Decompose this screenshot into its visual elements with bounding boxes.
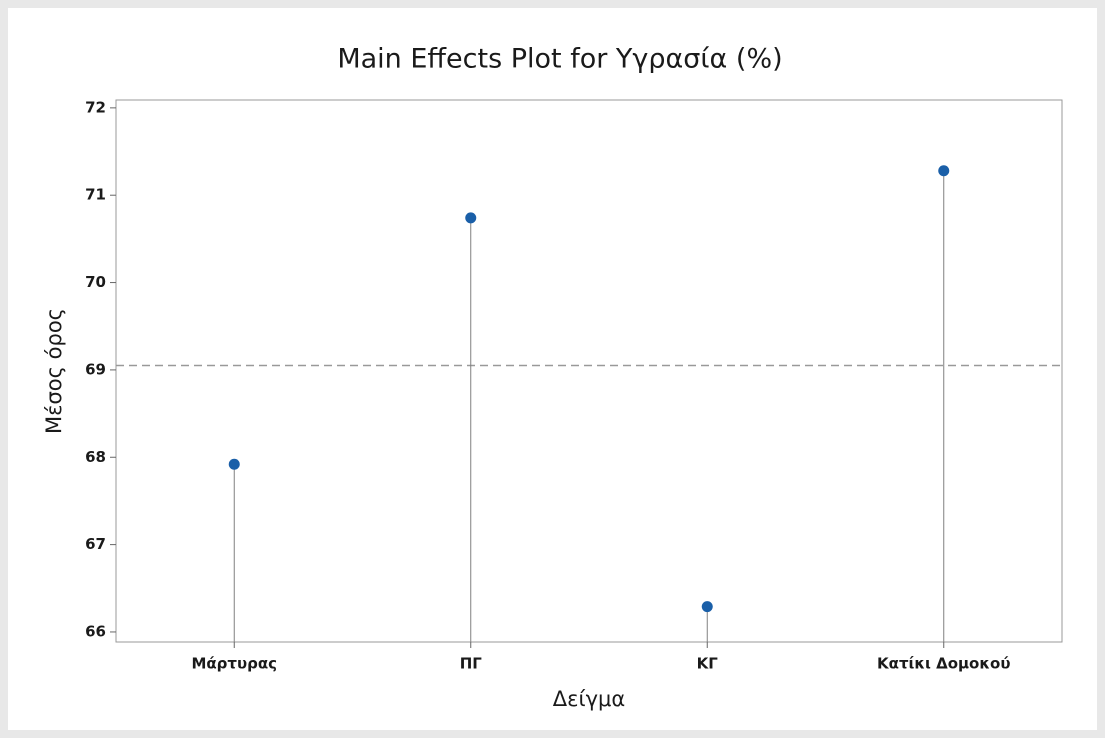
y-tick-label: 69 xyxy=(85,360,106,378)
y-tick-label: 66 xyxy=(85,622,106,640)
y-tick-label: 71 xyxy=(85,186,106,204)
y-tick-label: 68 xyxy=(85,448,106,466)
x-axis-label: Δείγμα xyxy=(553,687,625,711)
point xyxy=(465,212,477,224)
x-tick-label: Μάρτυρας xyxy=(191,655,277,673)
plot-area xyxy=(115,99,1063,643)
point xyxy=(938,165,950,177)
x-tick-label: Κατίκι Δομοκού xyxy=(877,655,1010,673)
y-tick-label: 67 xyxy=(85,535,106,553)
y-tick-label: 70 xyxy=(85,273,106,291)
x-tick-label: ΚΓ xyxy=(697,655,719,673)
point xyxy=(701,601,713,613)
point xyxy=(228,458,240,470)
chart-title: Main Effects Plot for Υγρασία (%) xyxy=(337,44,782,75)
y-axis-label: Μέσος όρος xyxy=(42,308,66,434)
y-tick-label: 72 xyxy=(85,98,106,116)
x-tick-label: ΠΓ xyxy=(460,655,483,673)
